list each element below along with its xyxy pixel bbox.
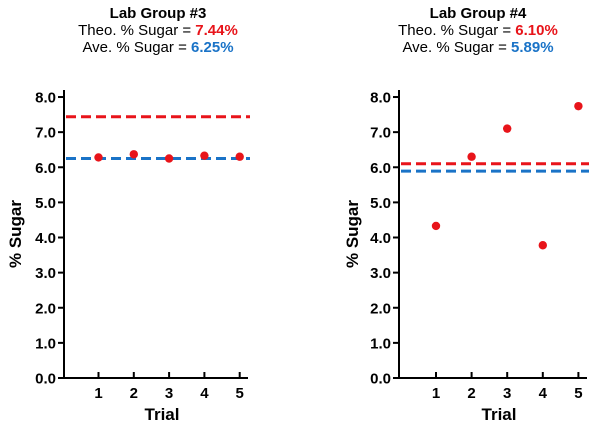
chart-1-point-2 (129, 150, 138, 159)
chart-1-point-3 (164, 154, 174, 163)
chart-1: 0.0 1.0 2.0 3.0 4.0 5.0 6.0 7.0 8.0 1 2 3 4 5 Trial % S… (6, 90, 250, 424)
chart-1-point-5 (235, 152, 244, 161)
chart-1-x-axis-label: Trial (145, 405, 180, 424)
chart-2-y-tick-label: 4.0 (370, 230, 391, 247)
chart-1-y-tick-label: 0.0 (35, 371, 56, 388)
chart-1-ave-value: 6.25% (191, 39, 234, 56)
chart-2-y-tick-label: 5.0 (370, 195, 391, 212)
chart-2-y-tick-label: 0.0 (370, 371, 391, 388)
chart-1-y-tick-label: 4.0 (35, 230, 56, 247)
chart-1-y-tick-label: 8.0 (35, 90, 56, 107)
chart-1-y-tick-label: 3.0 (35, 265, 56, 282)
chart-2-header: Lab Group #4 Theo. % Sugar = 6.10% Ave. … (328, 5, 600, 56)
chart-1-header: Lab Group #3 Theo. % Sugar = 7.44% Ave. … (8, 5, 308, 56)
chart-1-y-tick-label: 7.0 (35, 125, 56, 142)
chart-2: 0.0 1.0 2.0 3.0 4.0 5.0 6.0 7.0 8.0 1 2 3 4 5 Trial % S… (343, 90, 589, 424)
chart-1-x-tick-label: 3 (165, 385, 173, 402)
chart-1-y-tick-label: 1.0 (35, 335, 56, 352)
chart-1-y-axis-label: % Sugar (6, 200, 25, 268)
chart-2-title: Lab Group #4 (429, 5, 527, 22)
chart-2-y-axis-label: % Sugar (343, 200, 362, 268)
chart-1-title: Lab Group #3 (109, 5, 207, 22)
chart-2-x-tick-label: 1 (432, 385, 440, 402)
chart-1-theo-label: Theo. % Sugar = (78, 22, 196, 39)
chart-1-x-tick-label: 1 (94, 385, 102, 402)
chart-2-y-tick-label: 6.0 (370, 160, 391, 177)
chart-2-ave-value: 5.89% (511, 39, 554, 56)
chart-2-theo-value: 6.10% (515, 22, 558, 39)
chart-2-x-tick-label: 4 (539, 385, 548, 402)
chart-2-y-tick-label: 2.0 (370, 300, 391, 317)
chart-2-y-tick-label: 8.0 (370, 90, 391, 107)
chart-2-theo-label: Theo. % Sugar = (398, 22, 516, 39)
chart-1-y-tick-label: 5.0 (35, 195, 56, 212)
chart-2-y-tick-label: 7.0 (370, 125, 391, 142)
chart-2-point-3 (503, 124, 512, 133)
chart-1-x-tick-label: 2 (130, 385, 138, 402)
chart-1-ave-line: Ave. % Sugar = 6.25% (8, 39, 308, 56)
chart-1-point-1 (94, 153, 103, 162)
chart-2-point-5 (574, 101, 583, 111)
chart-2-ave-line: Ave. % Sugar = 5.89% (328, 39, 600, 56)
chart-2-point-4 (538, 241, 547, 250)
chart-2-point-1 (431, 221, 441, 231)
chart-1-point-4 (200, 151, 209, 160)
chart-2-y-tick-label: 3.0 (370, 265, 391, 282)
chart-2-x-axis-label: Trial (482, 405, 517, 424)
chart-2-x-tick-label: 2 (467, 385, 475, 402)
chart-2-y-tick-label: 1.0 (370, 335, 391, 352)
chart-1-theo-line: Theo. % Sugar = 7.44% (8, 22, 308, 39)
chart-2-x-tick-label: 5 (574, 385, 582, 402)
chart-1-x-tick-label: 5 (236, 385, 244, 402)
chart-1-y-tick-label: 6.0 (35, 160, 56, 177)
chart-2-x-tick-label: 3 (503, 385, 511, 402)
chart-1-theo-value: 7.44% (195, 22, 238, 39)
chart-1-x-tick-label: 4 (200, 385, 209, 402)
chart-1-y-tick-label: 2.0 (35, 300, 56, 317)
chart-2-ave-label: Ave. % Sugar = (402, 39, 511, 56)
chart-2-theo-line: Theo. % Sugar = 6.10% (328, 22, 600, 39)
chart-1-ave-label: Ave. % Sugar = (82, 39, 191, 56)
chart-2-point-2 (467, 152, 476, 161)
